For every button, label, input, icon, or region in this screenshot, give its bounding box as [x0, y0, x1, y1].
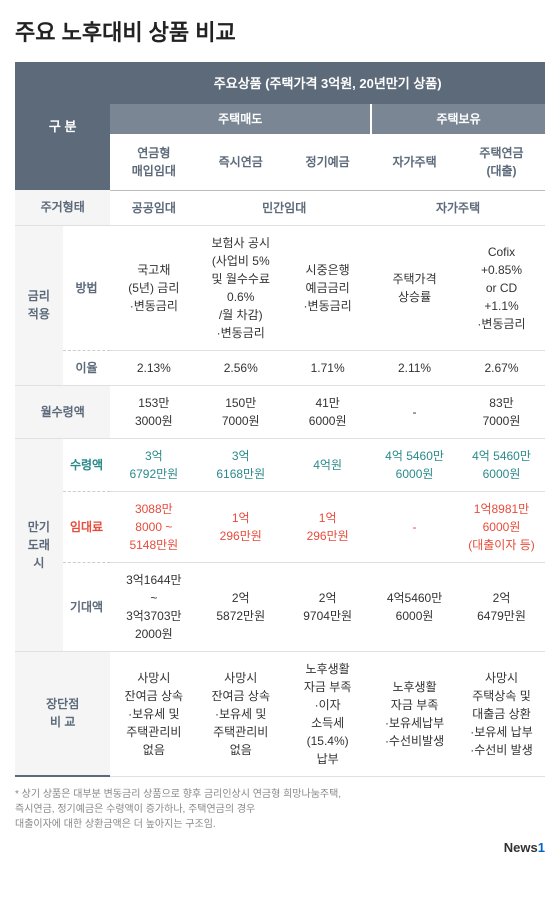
row-proscons-label: 장단점 비 교 [15, 651, 110, 776]
maturity-expect-label: 기대액 [63, 562, 111, 651]
maturity-rent-1: 1억 296만원 [197, 491, 284, 562]
row-rate-label: 금리 적용 [15, 225, 63, 385]
footnote: * 상기 상품은 대부분 변동금리 상품으로 향후 금리인상시 연금형 희망나눔… [15, 787, 545, 832]
comparison-table: 구 분 주요상품 (주택가격 3억원, 20년만기 상품) 주택매도 주택보유 … [15, 62, 545, 777]
row-housing-label: 주거형태 [15, 190, 110, 225]
rate-method-2: 시중은행 예금금리 ·변동금리 [284, 225, 371, 350]
header-main: 주요상품 (주택가격 3억원, 20년만기 상품) [110, 63, 545, 104]
maturity-recv-label: 수령액 [63, 438, 111, 491]
rate-yield-3: 2.11% [371, 350, 458, 385]
header-category: 구 분 [15, 63, 110, 190]
proscons-2: 노후생활 자금 부족 ·이자 소득세 (15.4%) 납부 [284, 651, 371, 776]
rate-method-label: 방법 [63, 225, 111, 350]
proscons-4: 사망시 주택상속 및 대출금 상환 ·보유세 납부 ·수선비 발생 [458, 651, 545, 776]
logo-text: News [504, 840, 538, 855]
rate-yield-2: 1.71% [284, 350, 371, 385]
maturity-recv-4: 4억 5460만 6000원 [458, 438, 545, 491]
monthly-0: 153만 3000원 [110, 385, 197, 438]
maturity-rent-0: 3088만 8000 ~ 5148만원 [110, 491, 197, 562]
maturity-rent-3: - [371, 491, 458, 562]
header-group-own: 주택보유 [371, 104, 545, 134]
maturity-rent-4: 1억8981만 6000원 (대출이자 등) [458, 491, 545, 562]
logo-row: News1 [15, 840, 545, 855]
header-group-sale: 주택매도 [110, 104, 371, 134]
housing-3: 자가주택 [371, 190, 545, 225]
maturity-expect-3: 4억5460만 6000원 [371, 562, 458, 651]
maturity-rent-label: 임대료 [63, 491, 111, 562]
proscons-0: 사망시 잔여금 상속 ·보유세 및 주택관리비 없음 [110, 651, 197, 776]
maturity-expect-4: 2억 6479만원 [458, 562, 545, 651]
monthly-2: 41만 6000원 [284, 385, 371, 438]
rate-method-4: Cofix +0.85% or CD +1.1% ·변동금리 [458, 225, 545, 350]
maturity-rent-2: 1억 296만원 [284, 491, 371, 562]
maturity-expect-0: 3억1644만 ~ 3억3703만 2000원 [110, 562, 197, 651]
rate-method-3: 주택가격 상승률 [371, 225, 458, 350]
monthly-4: 83만 7000원 [458, 385, 545, 438]
monthly-3: - [371, 385, 458, 438]
rate-yield-0: 2.13% [110, 350, 197, 385]
proscons-3: 노후생활 자금 부족 ·보유세납부 ·수선비발생 [371, 651, 458, 776]
row-maturity-label: 만기 도래 시 [15, 438, 63, 651]
page-title: 주요 노후대비 상품 비교 [15, 15, 545, 47]
maturity-recv-1: 3억 6168만원 [197, 438, 284, 491]
col-3: 자가주택 [371, 134, 458, 191]
col-1: 즉시연금 [197, 134, 284, 191]
maturity-recv-0: 3억 6792만원 [110, 438, 197, 491]
col-4: 주택연금 (대출) [458, 134, 545, 191]
col-2: 정기예금 [284, 134, 371, 191]
rate-yield-label: 이율 [63, 350, 111, 385]
col-0: 연금형 매입임대 [110, 134, 197, 191]
rate-method-1: 보험사 공시 (사업비 5% 및 월수수료 0.6% /월 차감) ·변동금리 [197, 225, 284, 350]
housing-1: 민간임대 [197, 190, 371, 225]
rate-method-0: 국고채 (5년) 금리 ·변동금리 [110, 225, 197, 350]
proscons-1: 사망시 잔여금 상속 ·보유세 및 주택관리비 없음 [197, 651, 284, 776]
row-monthly-label: 월수령액 [15, 385, 110, 438]
maturity-recv-2: 4억원 [284, 438, 371, 491]
maturity-expect-1: 2억 5872만원 [197, 562, 284, 651]
rate-yield-4: 2.67% [458, 350, 545, 385]
monthly-1: 150만 7000원 [197, 385, 284, 438]
logo-accent: 1 [538, 840, 545, 855]
rate-yield-1: 2.56% [197, 350, 284, 385]
maturity-recv-3: 4억 5460만 6000원 [371, 438, 458, 491]
maturity-expect-2: 2억 9704만원 [284, 562, 371, 651]
housing-0: 공공임대 [110, 190, 197, 225]
logo: News1 [504, 840, 545, 855]
